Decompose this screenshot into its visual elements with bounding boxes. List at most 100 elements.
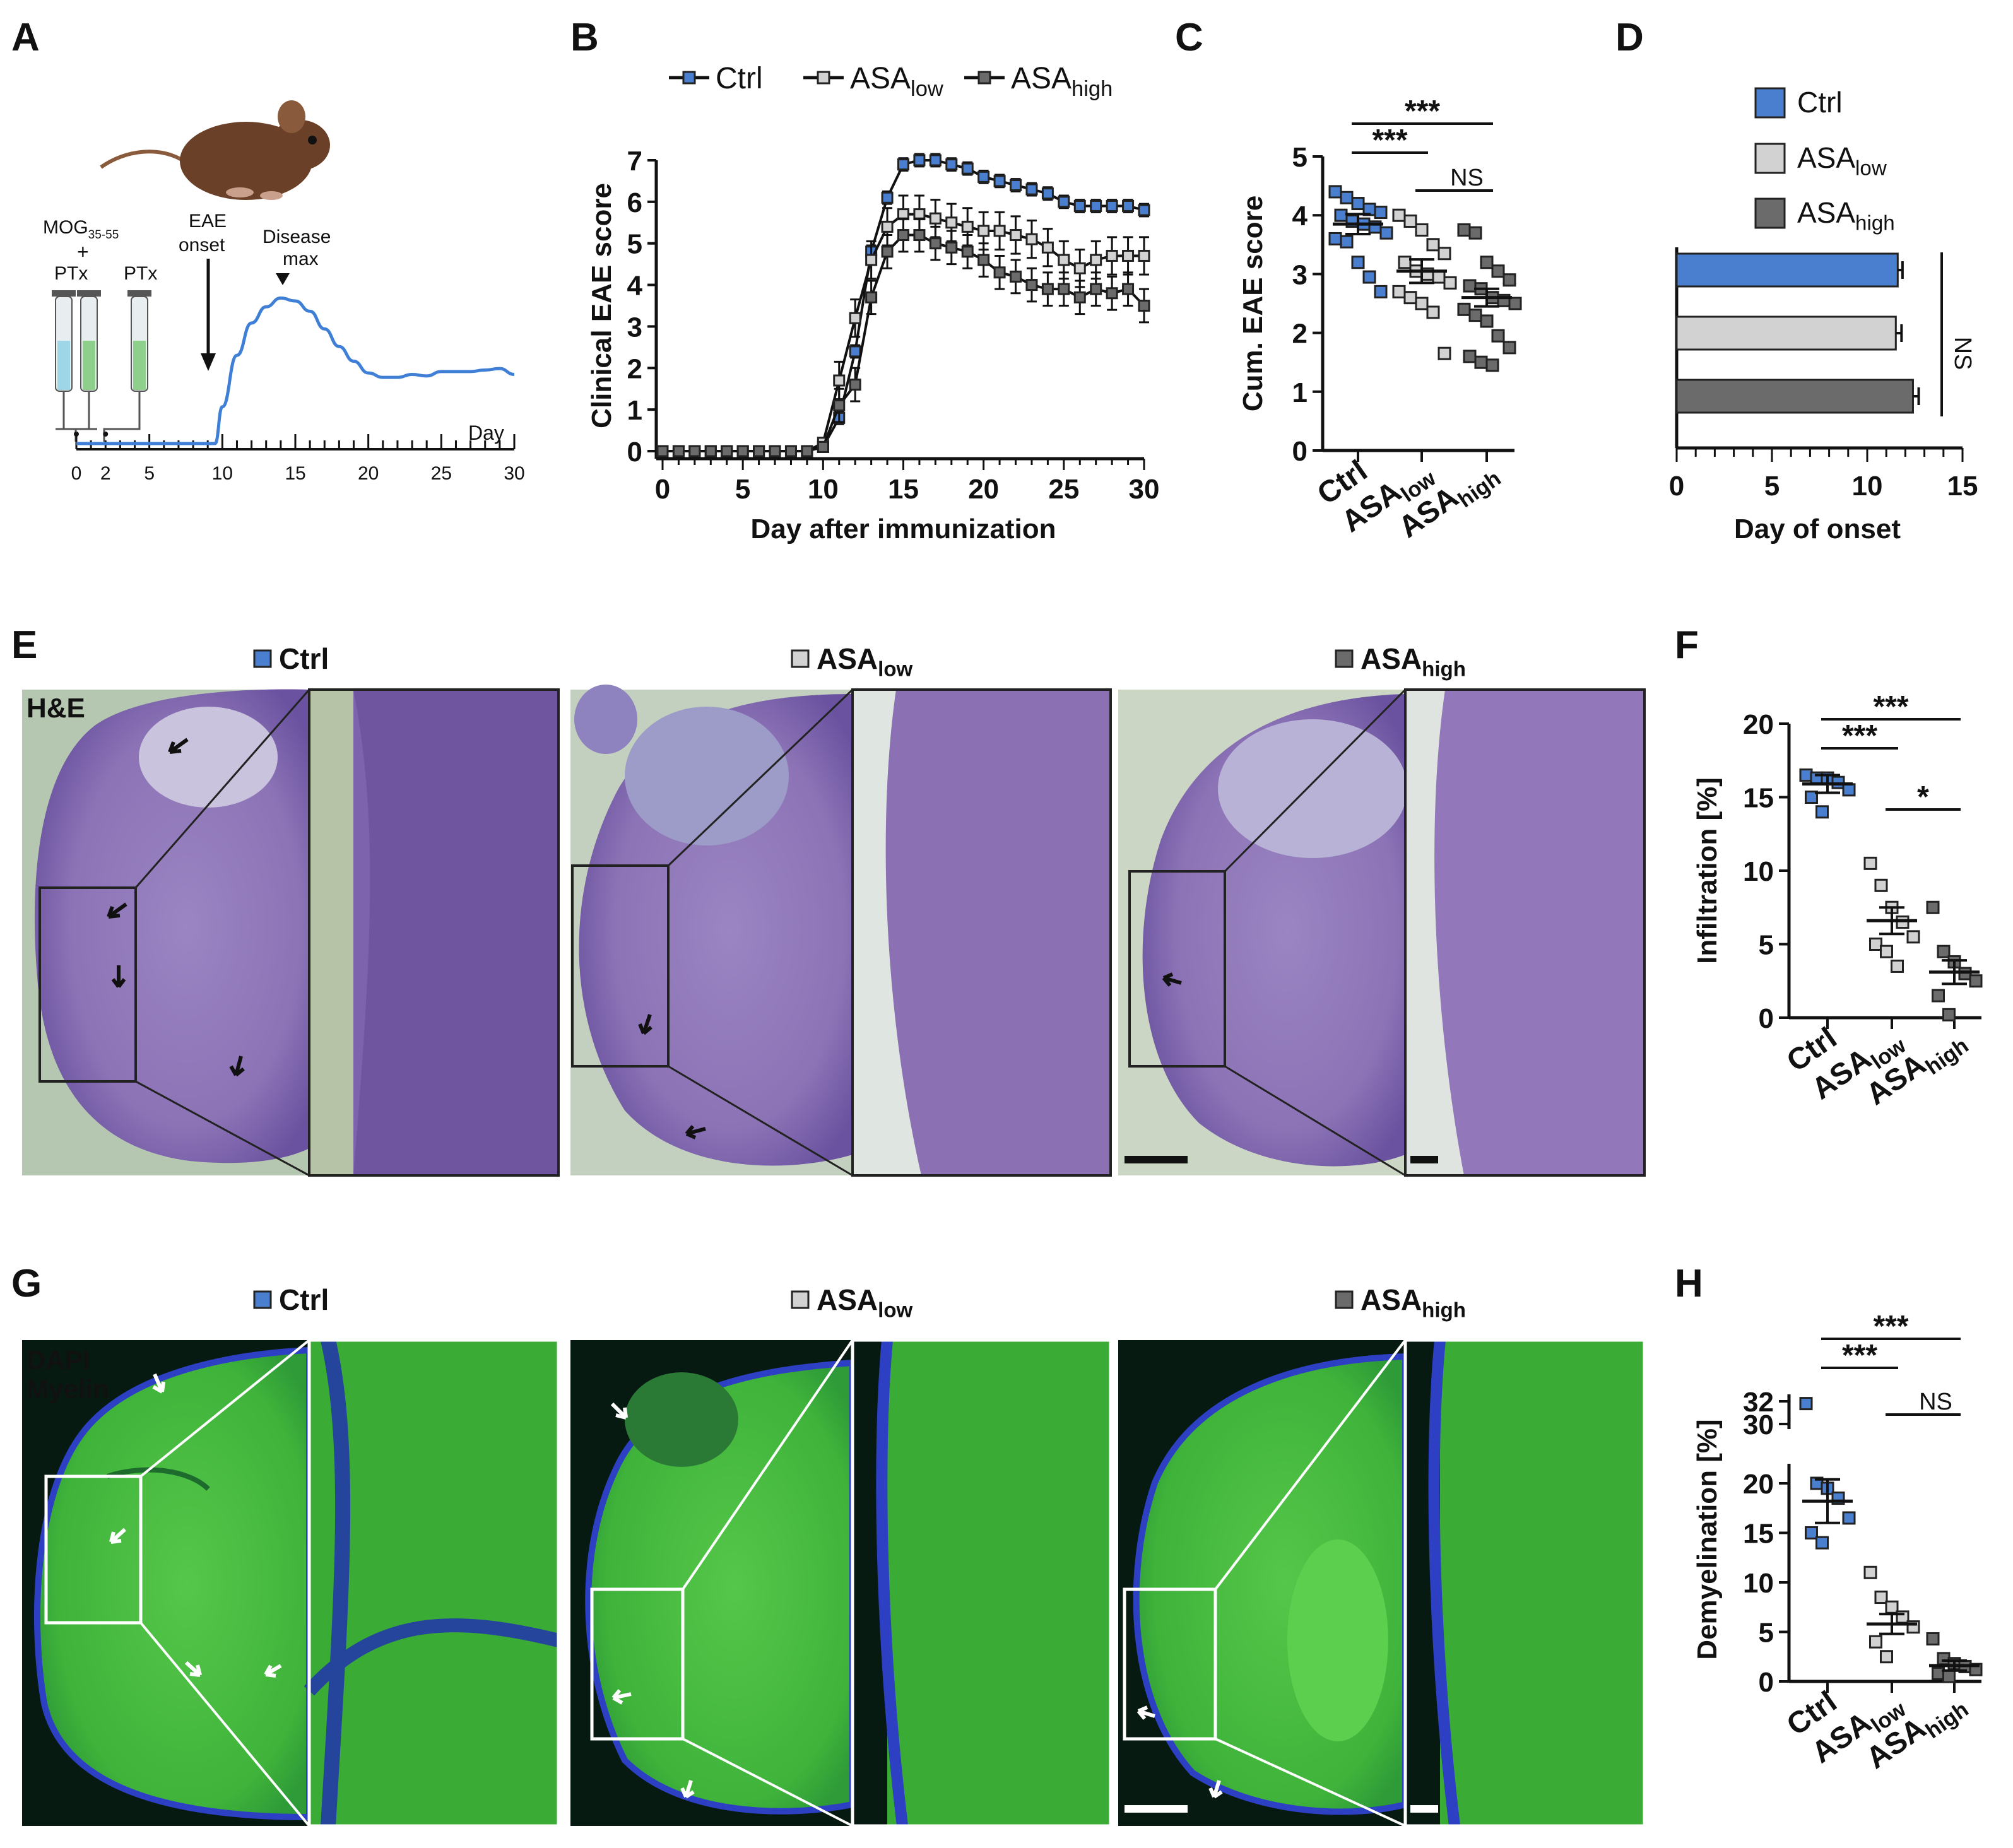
chart-b-point [961, 245, 974, 258]
chart-data-point [1403, 215, 1417, 228]
chart-significance-label: *** [1842, 719, 1877, 753]
chart-b-y-tick-label: 3 [627, 312, 642, 343]
chart-d-legend-label-main: ASA [1797, 141, 1855, 174]
chart-data-point [1426, 238, 1440, 252]
chart-data-point [1842, 783, 1856, 797]
chart-b-point [784, 445, 797, 457]
chart-data-point [1426, 305, 1440, 319]
chart-significance-label: *** [1405, 95, 1440, 128]
chart-b-point [1138, 249, 1150, 262]
chart-data-point [1328, 185, 1342, 199]
group-header-label-sub: low [878, 1299, 912, 1322]
chart-b-point [1010, 270, 1022, 283]
group-header-label-sub: high [1422, 658, 1466, 681]
chart-b-point [769, 445, 781, 457]
chart-b-point [1090, 254, 1102, 266]
eae-onset-label-1: EAE [189, 211, 227, 232]
chart-b-point [849, 345, 861, 358]
chart-b-point [1010, 179, 1022, 192]
chart-y-tick-label: 20 [1743, 709, 1774, 740]
chart-b-point [849, 312, 861, 324]
chart-b-point [833, 374, 846, 387]
chart-data-point [1468, 226, 1482, 240]
panel-letter-c: C [1175, 16, 1203, 59]
chart-b-point [1090, 199, 1102, 212]
chart-data-point [1443, 276, 1457, 290]
chart-y-tick-label: 20 [1743, 1469, 1774, 1500]
chart-y-tick-label: 10 [1743, 1568, 1774, 1599]
chart-b-point [1073, 262, 1086, 274]
onset-arrow-head [201, 353, 216, 371]
chart-data-point [1906, 930, 1920, 944]
chart-d-x-tick-label: 15 [1947, 471, 1978, 502]
disease-max-marker [276, 273, 290, 285]
panel-f-dot-plot: Infiltration [%] 05101520CtrlASAlowASAhi… [1692, 690, 1983, 1112]
group-header-swatch [1335, 1290, 1354, 1309]
chart-data-point [1374, 285, 1388, 298]
scale-bar-zoom [1410, 1156, 1438, 1163]
panel-letter-d: D [1615, 16, 1644, 59]
chart-data-point [1863, 1565, 1877, 1579]
fluo-image-ctrl: DAPI Myelin [22, 1338, 560, 1828]
chart-b-point [977, 170, 990, 183]
chart-data-point [1842, 1511, 1856, 1525]
chart-data-point [1891, 959, 1904, 973]
chart-b-point [897, 158, 909, 171]
timeline-tick-label: 20 [358, 463, 379, 484]
chart-b-y-tick-label: 2 [627, 353, 642, 384]
chart-y-tick-label: 5 [1759, 930, 1774, 961]
chart-data-point [1485, 358, 1499, 372]
chart-data-point [1334, 208, 1348, 222]
panel-letter-a: A [11, 16, 40, 59]
chart-d-legend-label-sub: high [1855, 212, 1895, 235]
chart-data-point [1403, 291, 1417, 305]
chart-y-tick-label: 32 [1743, 1387, 1774, 1418]
chart-significance-label: *** [1372, 124, 1407, 157]
chart-b-point [801, 445, 813, 457]
group-header-label-main: ASA [1361, 642, 1422, 675]
mog-label: MOG35-55 [43, 217, 119, 242]
chart-d-legend-label: ASAlow [1797, 141, 1887, 180]
chart-data-point [1880, 945, 1893, 958]
chart-b-point [1138, 300, 1150, 312]
chart-d-legend-swatch [1754, 143, 1786, 174]
chart-y-tick-label: 15 [1743, 783, 1774, 814]
chart-data-point [1437, 346, 1451, 360]
chart-b-point [1058, 254, 1070, 266]
chart-d-bar [1675, 379, 1914, 414]
chart-b-point [817, 440, 829, 453]
chart-b-y-tick-label: 1 [627, 395, 642, 426]
panel-a-timeline: MOG35-55 + PTx PTx EAE onset Disease max… [43, 100, 525, 484]
chart-y-tick-label: 5 [1292, 142, 1308, 173]
chart-b-point [961, 162, 974, 175]
chart-d-x-tick-label: 0 [1669, 471, 1684, 502]
chart-b-xlabel: Day after immunization [750, 514, 1056, 544]
group-header-label: Ctrl [279, 1283, 329, 1316]
chart-b-point [753, 445, 765, 457]
chart-data-point [1869, 1635, 1882, 1649]
myelin-label: Myelin [27, 1374, 109, 1404]
he-image-asa-high [1118, 688, 1646, 1177]
chart-b-point [688, 445, 701, 457]
chart-data-point [1869, 938, 1882, 951]
chart-b-point [1025, 233, 1038, 245]
chart-data-point [1926, 900, 1940, 914]
chart-y-tick-label: 0 [1759, 1667, 1774, 1698]
fluo-group-headers: Ctrl ASAlow ASAhigh [253, 1283, 1466, 1322]
chart-b-y-tick-label: 7 [627, 146, 642, 177]
disease-max-label-2: max [283, 249, 319, 269]
ptx-label-1: PTx [54, 263, 88, 284]
chart-data-point [1392, 208, 1406, 222]
he-stain-label: H&E [27, 693, 85, 724]
timeline-tick-label: 5 [144, 463, 155, 484]
timeline-injection-dot [103, 432, 109, 437]
syringe-icons [52, 290, 151, 442]
chart-b-point [1090, 283, 1102, 295]
ptx-label-2: PTx [124, 263, 157, 284]
chart-d-legend-swatch [1754, 87, 1786, 119]
chart-b-legend-label-main: Ctrl [716, 62, 763, 95]
chart-b-series-line [663, 233, 1145, 452]
chart-y-tick-label: 3 [1292, 259, 1308, 290]
chart-data-point [1437, 247, 1451, 261]
chart-b-point [993, 225, 1006, 237]
